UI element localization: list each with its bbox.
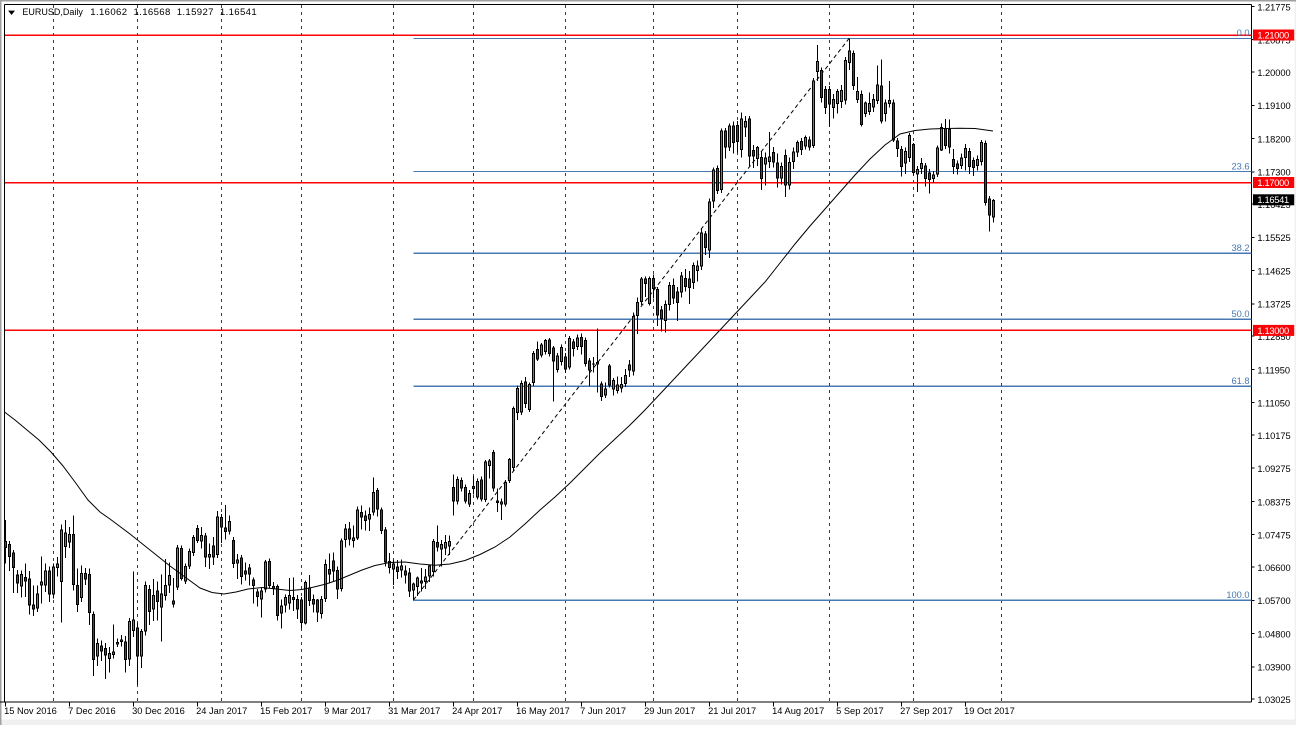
svg-text:1.14625: 1.14625 [1257,266,1290,276]
svg-text:1.13725: 1.13725 [1257,300,1290,310]
svg-text:27 Sep 2017: 27 Sep 2017 [900,706,953,716]
svg-text:7 Dec 2016: 7 Dec 2016 [68,706,116,716]
svg-text:24 Apr 2017: 24 Apr 2017 [452,706,502,716]
svg-text:15 Feb 2017: 15 Feb 2017 [260,706,312,716]
svg-text:1.07475: 1.07475 [1257,531,1290,541]
svg-text:15 Nov 2016: 15 Nov 2016 [4,706,57,716]
svg-text:61.8: 61.8 [1231,376,1249,386]
svg-text:1.04800: 1.04800 [1257,629,1290,639]
svg-text:1.03025: 1.03025 [1257,695,1290,705]
svg-text:1.18200: 1.18200 [1257,134,1290,144]
svg-text:7 Jun 2017: 7 Jun 2017 [580,706,626,716]
svg-text:24 Jan 2017: 24 Jan 2017 [196,706,247,716]
svg-text:1.16568: 1.16568 [134,7,171,18]
svg-text:1.11950: 1.11950 [1257,365,1290,375]
svg-text:1.17300: 1.17300 [1257,168,1290,178]
svg-text:21 Jul 2017: 21 Jul 2017 [708,706,756,716]
svg-text:5 Sep 2017: 5 Sep 2017 [836,706,884,716]
svg-text:1.06600: 1.06600 [1257,563,1290,573]
svg-text:14 Aug 2017: 14 Aug 2017 [772,706,824,716]
svg-text:23.6: 23.6 [1231,161,1249,171]
svg-text:19 Oct 2017: 19 Oct 2017 [964,706,1015,716]
svg-text:29 Jun 2017: 29 Jun 2017 [644,706,695,716]
svg-text:1.16062: 1.16062 [90,7,127,18]
svg-text:1.10175: 1.10175 [1257,431,1290,441]
svg-text:1.17000: 1.17000 [1257,178,1289,188]
svg-text:1.15525: 1.15525 [1257,233,1290,243]
svg-text:38.2: 38.2 [1231,243,1249,253]
svg-text:9 Mar 2017: 9 Mar 2017 [324,706,371,716]
svg-text:1.11050: 1.11050 [1257,399,1290,409]
svg-text:1.08375: 1.08375 [1257,497,1290,507]
svg-text:1.13000: 1.13000 [1257,326,1289,336]
svg-text:1.16541: 1.16541 [220,7,257,18]
svg-text:1.05700: 1.05700 [1257,596,1290,606]
svg-text:1.03900: 1.03900 [1257,663,1290,673]
svg-text:1.19100: 1.19100 [1257,101,1290,111]
svg-text:100.0: 100.0 [1226,590,1249,600]
svg-text:0.0: 0.0 [1237,28,1250,38]
svg-text:1.21000: 1.21000 [1257,30,1289,40]
svg-text:31 Mar 2017: 31 Mar 2017 [388,706,440,716]
svg-text:16 May 2017: 16 May 2017 [516,706,570,716]
svg-text:1.21775: 1.21775 [1257,2,1290,12]
svg-text:EURUSD,Daily: EURUSD,Daily [22,7,83,17]
svg-text:50.0: 50.0 [1231,309,1249,319]
svg-text:30 Dec 2016: 30 Dec 2016 [132,706,185,716]
svg-text:1.15927: 1.15927 [177,7,214,18]
svg-text:1.20000: 1.20000 [1257,68,1290,78]
svg-text:1.16541: 1.16541 [1257,195,1289,205]
svg-text:1.09275: 1.09275 [1257,464,1290,474]
